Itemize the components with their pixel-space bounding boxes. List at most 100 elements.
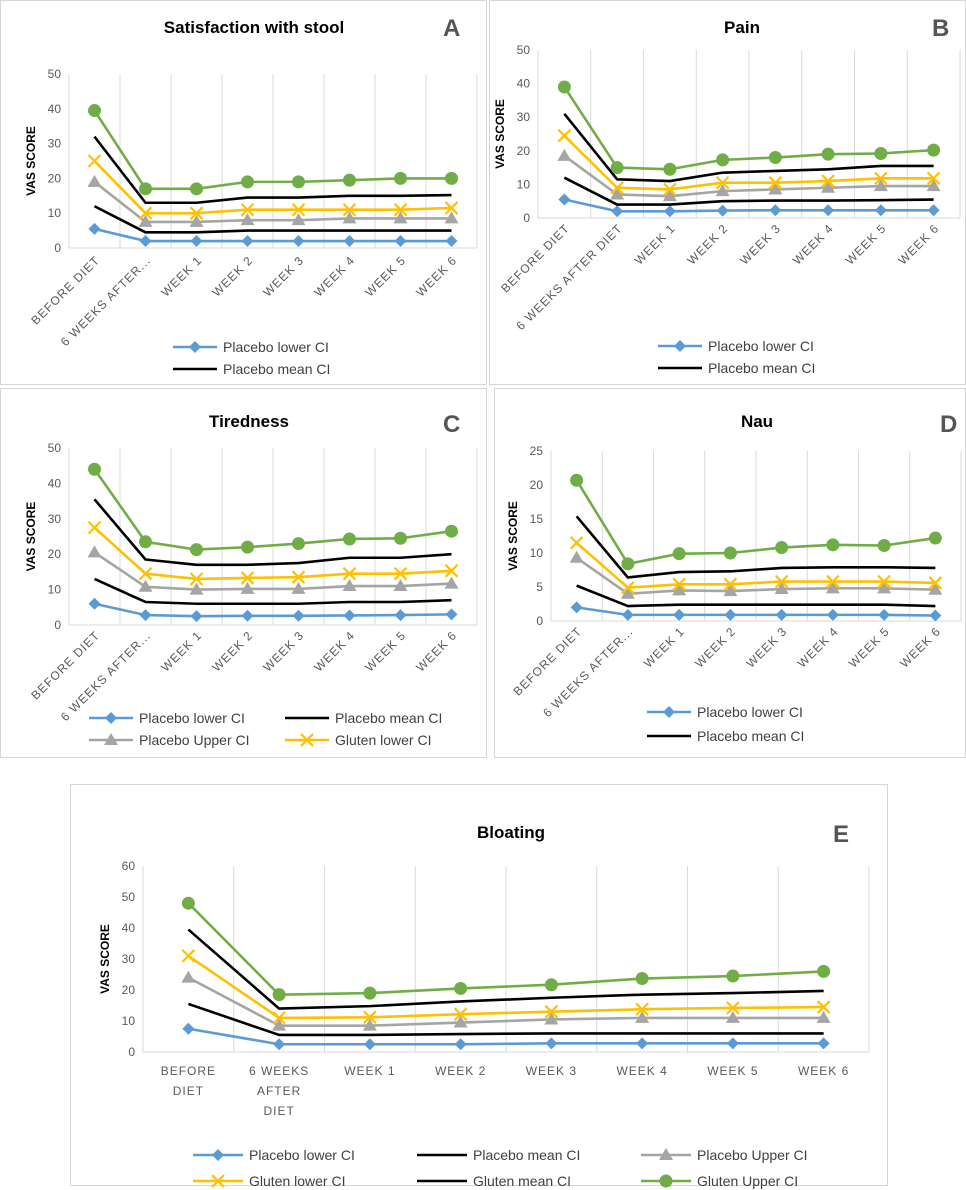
data-point bbox=[181, 970, 196, 983]
series-line bbox=[187, 954, 824, 1020]
data-point bbox=[557, 80, 571, 94]
data-point bbox=[672, 583, 687, 596]
series-line bbox=[94, 602, 452, 618]
legend-label: Placebo mean CI bbox=[223, 361, 330, 377]
data-point bbox=[88, 597, 101, 610]
series-line bbox=[187, 928, 824, 1010]
legend-item-gluten-lower-ci: Gluten lower CI bbox=[285, 732, 431, 748]
data-point bbox=[138, 214, 153, 227]
x-marker-stroke bbox=[291, 202, 306, 217]
legend-marker bbox=[189, 341, 201, 353]
panel-letter: A bbox=[443, 15, 461, 42]
y-tick-label: 20 bbox=[530, 478, 544, 492]
chart-title: Bloating bbox=[477, 823, 545, 842]
data-point bbox=[825, 581, 840, 594]
legend: Placebo lower CI Placebo mean CI Placebo U… bbox=[193, 1147, 808, 1189]
series-placebo-lower-ci bbox=[88, 597, 458, 623]
x-tick-label: WEEK 2 bbox=[685, 221, 731, 267]
data-point bbox=[610, 180, 624, 195]
data-point bbox=[240, 571, 255, 585]
y-axis-title: VAS SCORE bbox=[493, 99, 507, 169]
data-point bbox=[241, 235, 254, 248]
data-point bbox=[139, 535, 152, 549]
data-point bbox=[343, 609, 356, 622]
data-point bbox=[817, 964, 831, 978]
data-point bbox=[393, 579, 408, 592]
data-point bbox=[570, 473, 584, 487]
data-point bbox=[663, 182, 677, 197]
data-point bbox=[873, 179, 888, 192]
legend-label: Placebo lower CI bbox=[223, 339, 329, 355]
series-line bbox=[575, 479, 936, 566]
legend-label: Placebo mean CI bbox=[335, 710, 442, 726]
legend-label: Gluten lower CI bbox=[249, 1173, 345, 1189]
data-point bbox=[189, 572, 204, 586]
x-marker-stroke bbox=[291, 570, 306, 584]
x-marker-stroke bbox=[363, 1010, 377, 1025]
legend-label: Placebo mean CI bbox=[697, 728, 804, 744]
x-tick-label: WEEK 6 bbox=[413, 628, 459, 674]
data-point bbox=[445, 608, 458, 621]
y-tick-label: 30 bbox=[122, 952, 136, 966]
data-point bbox=[445, 171, 458, 185]
legend: Placebo lower CI Placebo mean CI Placebo U… bbox=[89, 710, 442, 748]
data-point bbox=[454, 981, 468, 995]
series-placebo-mean-ci bbox=[93, 205, 452, 234]
legend-item-placebo-lower-ci: Placebo lower CI bbox=[658, 338, 814, 354]
y-axis-title: VAS SCORE bbox=[98, 924, 112, 994]
data-point bbox=[393, 211, 408, 224]
data-point bbox=[716, 204, 729, 217]
x-tick-label: WEEK 1 bbox=[632, 221, 678, 267]
series-gluten-mean-ci bbox=[93, 135, 452, 205]
legend-item-placebo-mean-ci: Placebo mean CI bbox=[417, 1147, 580, 1163]
x-tick-label: DIET bbox=[173, 1084, 204, 1098]
legend-marker bbox=[659, 1148, 673, 1160]
y-tick-label: 0 bbox=[54, 618, 61, 632]
data-point bbox=[87, 520, 102, 535]
chart-panel-tiredness: Tiredness C 0 10 20 30 40 50 VAS SCORE BEFORE D… bbox=[0, 388, 487, 758]
data-point bbox=[189, 206, 204, 220]
series-line bbox=[187, 976, 824, 1027]
series-line bbox=[563, 154, 934, 198]
series-gluten-mean-ci bbox=[563, 113, 934, 183]
data-point bbox=[272, 988, 286, 1002]
y-tick-label: 0 bbox=[54, 241, 61, 255]
data-point bbox=[821, 174, 835, 188]
data-point bbox=[453, 1015, 468, 1028]
series-gluten-upper-ci bbox=[88, 462, 458, 557]
x-marker-stroke bbox=[272, 1011, 286, 1025]
legend-label: Placebo lower CI bbox=[708, 338, 814, 354]
x-marker-stroke bbox=[821, 174, 835, 188]
data-point bbox=[343, 173, 356, 187]
y-tick-label: 50 bbox=[122, 890, 136, 904]
y-tick-label: 20 bbox=[122, 983, 136, 997]
data-point bbox=[620, 586, 635, 599]
x-tick-label: WEEK 3 bbox=[260, 253, 306, 299]
series-placebo-upper-ci bbox=[87, 174, 459, 227]
legend-label: Gluten Upper CI bbox=[697, 1173, 798, 1189]
series-gluten-mean-ci bbox=[93, 498, 452, 567]
series-line bbox=[575, 556, 936, 596]
x-marker-stroke bbox=[826, 574, 840, 589]
series-gluten-mean-ci bbox=[187, 928, 824, 1010]
data-point bbox=[635, 1002, 649, 1016]
x-tick-label: AFTER bbox=[257, 1084, 301, 1098]
y-tick-label: 0 bbox=[523, 211, 530, 225]
series-placebo-upper-ci bbox=[87, 545, 459, 595]
legend-marker bbox=[663, 706, 675, 718]
data-point bbox=[87, 174, 102, 187]
legend-marker bbox=[674, 340, 686, 352]
data-point bbox=[726, 1001, 740, 1015]
series-gluten-lower-ci bbox=[87, 520, 459, 586]
y-tick-label: 10 bbox=[122, 1014, 136, 1028]
x-marker-stroke bbox=[189, 206, 204, 220]
x-tick-label: WEEK 3 bbox=[260, 628, 306, 674]
data-point bbox=[672, 547, 686, 561]
data-point bbox=[662, 189, 677, 202]
legend-item-placebo-mean-ci: Placebo mean CI bbox=[173, 361, 330, 377]
series-line bbox=[563, 176, 934, 206]
